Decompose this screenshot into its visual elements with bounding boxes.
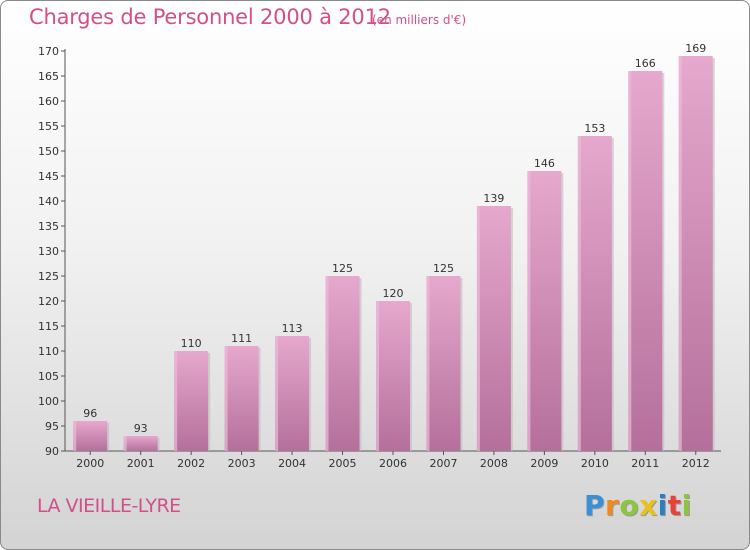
- y-tick-label: 155: [38, 120, 59, 133]
- x-tick-label: 2008: [480, 457, 508, 470]
- chart-bars: [73, 56, 715, 451]
- bar-value-label: 110: [181, 337, 202, 350]
- bar-highlight: [275, 336, 279, 451]
- bar: [527, 171, 562, 451]
- bar-value-label: 125: [332, 262, 353, 275]
- logo-letter: r: [605, 489, 620, 522]
- bar: [275, 336, 310, 451]
- bar: [376, 301, 410, 451]
- x-tick-label: 2009: [530, 457, 558, 470]
- y-tick-label: 135: [38, 220, 59, 233]
- x-tick-label: 2000: [76, 457, 104, 470]
- logo-letter: o: [619, 489, 640, 522]
- x-tick-label: 2004: [278, 457, 306, 470]
- x-tick-label: 2012: [682, 457, 710, 470]
- bar-value-label: 153: [584, 122, 605, 135]
- bar-highlight: [527, 171, 531, 451]
- y-tick-label: 165: [38, 70, 59, 83]
- logo-letter: P: [584, 489, 606, 522]
- bar-highlight: [678, 56, 682, 451]
- bar-highlight: [73, 421, 77, 451]
- chart-data-labels: 96 93 110 111 113 125 120 125 139 146 153 166 169: [83, 42, 706, 435]
- chart-subtitle: (en milliers d'€): [372, 13, 467, 27]
- bar-value-label: 166: [635, 57, 656, 70]
- chart-title: Charges de Personnel 2000 à 2012: [29, 5, 391, 29]
- bar-highlight: [426, 276, 430, 451]
- bar-highlight: [224, 346, 228, 451]
- logo-letter: i: [681, 489, 692, 522]
- y-tick-label: 170: [38, 45, 59, 58]
- y-tick-label: 150: [38, 145, 59, 158]
- y-tick-label: 140: [38, 195, 59, 208]
- logo-letter: i: [657, 489, 668, 522]
- x-tick-label: 2003: [228, 457, 256, 470]
- commune-name: LA VIEILLE-LYRE: [37, 495, 181, 517]
- bar-value-label: 169: [685, 42, 706, 55]
- y-tick-label: 115: [38, 320, 59, 333]
- bar-highlight: [628, 71, 632, 451]
- y-tick-label: 130: [38, 245, 59, 258]
- bar: [577, 136, 612, 451]
- bar: [628, 71, 663, 451]
- x-tick-label: 2011: [631, 457, 659, 470]
- bar-value-label: 120: [383, 287, 404, 300]
- y-tick-label: 160: [38, 95, 59, 108]
- bar-highlight: [174, 351, 178, 451]
- bar: [476, 206, 511, 451]
- bar-value-label: 139: [483, 192, 504, 205]
- bar-highlight: [476, 206, 480, 451]
- bar: [174, 351, 209, 451]
- chart-axes: 90 95 100 105 110 115 120 125 130 135 140 145 150 155…: [38, 45, 721, 470]
- bar-value-label: 111: [231, 332, 252, 345]
- x-tick-label: 2006: [379, 457, 407, 470]
- bar: [73, 421, 108, 451]
- bar: [123, 436, 158, 451]
- logo-letter: x: [639, 489, 658, 522]
- bar: [224, 346, 259, 451]
- x-tick-label: 2001: [127, 457, 155, 470]
- x-tick-label: 2010: [581, 457, 609, 470]
- proxiti-logo: Proxiti: [584, 489, 692, 522]
- x-tick-label: 2005: [329, 457, 357, 470]
- y-tick-label: 110: [38, 345, 59, 358]
- y-tick-label: 120: [38, 295, 59, 308]
- bar-highlight: [325, 276, 329, 451]
- logo-letter: t: [667, 489, 682, 522]
- bar-highlight: [123, 436, 127, 451]
- bar-value-label: 96: [83, 407, 97, 420]
- bar: [426, 276, 461, 451]
- bar-highlight: [577, 136, 581, 451]
- bar: [325, 276, 360, 451]
- y-tick-label: 95: [45, 420, 59, 433]
- y-tick-label: 100: [38, 395, 59, 408]
- bar: [678, 56, 713, 451]
- y-tick-label: 125: [38, 270, 59, 283]
- bar-value-label: 93: [134, 422, 148, 435]
- y-tick-label: 145: [38, 170, 59, 183]
- bar-value-label: 146: [534, 157, 555, 170]
- bar-value-label: 125: [433, 262, 454, 275]
- y-tick-label: 90: [45, 445, 59, 458]
- bar-value-label: 113: [282, 322, 303, 335]
- y-tick-label: 105: [38, 370, 59, 383]
- bar-highlight: [376, 301, 379, 451]
- x-tick-label: 2002: [177, 457, 205, 470]
- x-tick-label: 2007: [429, 457, 457, 470]
